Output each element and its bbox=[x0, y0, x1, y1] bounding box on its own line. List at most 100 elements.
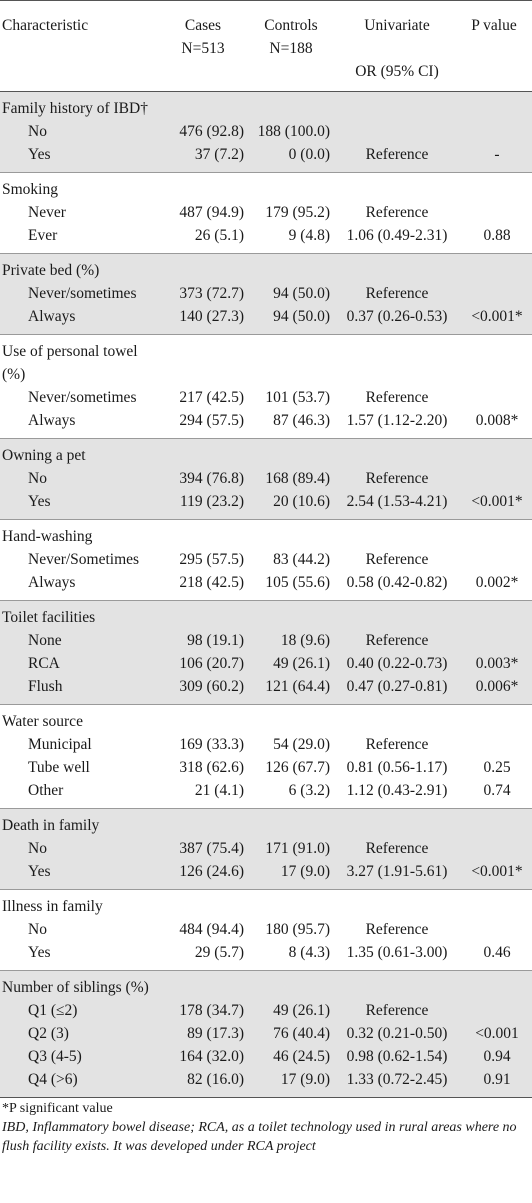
cases-cell: 295 (57.5) bbox=[179, 551, 244, 568]
cases-cell: 169 (33.3) bbox=[179, 736, 244, 753]
or-cell: 0.37 (0.26-0.53) bbox=[346, 308, 448, 325]
section-label: Family history of IBD† bbox=[2, 100, 148, 117]
controls-cell: 9 (4.8) bbox=[288, 227, 330, 244]
row-label: Ever bbox=[28, 227, 58, 244]
row-label: Flush bbox=[28, 678, 63, 695]
row-label: No bbox=[28, 470, 47, 487]
controls-cell: 18 (9.6) bbox=[280, 632, 330, 649]
section-label: Smoking bbox=[2, 181, 58, 198]
or-cell: Reference bbox=[365, 736, 429, 753]
section-header-row: Death in family bbox=[0, 809, 532, 838]
header-pvalue: P value bbox=[471, 17, 517, 34]
controls-cell: 17 (9.0) bbox=[280, 863, 330, 880]
table-row: No 394 (76.8) 168 (89.4) Reference bbox=[0, 467, 532, 490]
table-row: RCA 106 (20.7) 49 (26.1) 0.40 (0.22-0.73) 0.… bbox=[0, 652, 532, 675]
row-label: Always bbox=[28, 308, 76, 325]
pvalue-cell: 0.008* bbox=[475, 412, 519, 429]
row-label: Q2 (3) bbox=[28, 1025, 69, 1042]
or-cell: 0.32 (0.21-0.50) bbox=[346, 1025, 448, 1042]
controls-cell: 101 (53.7) bbox=[265, 389, 330, 406]
or-cell: Reference bbox=[365, 632, 429, 649]
table-section: Illness in family No 484 (94.4) 180 (95.7) R… bbox=[0, 889, 532, 971]
pvalue-cell: 0.002* bbox=[475, 574, 519, 591]
or-cell: Reference bbox=[365, 389, 429, 406]
row-label: No bbox=[28, 921, 47, 938]
row-label: Tube well bbox=[28, 759, 90, 776]
pvalue-cell bbox=[456, 120, 532, 143]
cases-cell: 21 (4.1) bbox=[194, 782, 244, 799]
or-cell: 0.98 (0.62-1.54) bbox=[346, 1048, 448, 1065]
pvalue-cell bbox=[456, 548, 532, 571]
cases-cell: 476 (92.8) bbox=[179, 123, 244, 140]
pvalue-cell bbox=[456, 467, 532, 490]
footnote-significance: *P significant value bbox=[2, 1101, 113, 1116]
table-row: Q4 (>6) 82 (16.0) 17 (9.0) 1.33 (0.72-2.45)… bbox=[0, 1068, 532, 1098]
or-cell: Reference bbox=[365, 204, 429, 221]
row-label: No bbox=[28, 123, 47, 140]
footnotes: *P significant value IBD, Inflammatory b… bbox=[0, 1099, 532, 1156]
table-row: Q3 (4-5) 164 (32.0) 46 (24.5) 0.98 (0.62-1.… bbox=[0, 1045, 532, 1068]
section-label: Water source bbox=[2, 713, 83, 730]
or-cell: Reference bbox=[365, 470, 429, 487]
cases-cell: 26 (5.1) bbox=[194, 227, 244, 244]
table-row: Ever 26 (5.1) 9 (4.8) 1.06 (0.49-2.31) 0.88 bbox=[0, 224, 532, 254]
cases-cell: 484 (94.4) bbox=[179, 921, 244, 938]
or-cell: 1.33 (0.72-2.45) bbox=[346, 1071, 448, 1088]
controls-cell: 17 (9.0) bbox=[280, 1071, 330, 1088]
pvalue-cell: - bbox=[494, 146, 500, 163]
cases-cell: 387 (75.4) bbox=[179, 840, 244, 857]
or-cell: 1.12 (0.43-2.91) bbox=[346, 782, 448, 799]
cases-cell: 82 (16.0) bbox=[187, 1071, 244, 1088]
table-row: Municipal 169 (33.3) 54 (29.0) Reference bbox=[0, 733, 532, 756]
table-section: Smoking Never 487 (94.9) 179 (95.2) Referenc… bbox=[0, 172, 532, 254]
table-row: Always 218 (42.5) 105 (55.6) 0.58 (0.42-0.8… bbox=[0, 571, 532, 601]
controls-cell: 121 (64.4) bbox=[265, 678, 330, 695]
cases-cell: 140 (27.3) bbox=[179, 308, 244, 325]
pvalue-cell: 0.74 bbox=[483, 782, 511, 799]
or-cell: 3.27 (1.91-5.61) bbox=[346, 863, 448, 880]
pvalue-cell bbox=[456, 918, 532, 941]
table-row: Always 140 (27.3) 94 (50.0) 0.37 (0.26-0.53… bbox=[0, 305, 532, 335]
cases-cell: 218 (42.5) bbox=[179, 574, 244, 591]
table-row: Other 21 (4.1) 6 (3.2) 1.12 (0.43-2.91) 0.74 bbox=[0, 779, 532, 809]
section-label: Toilet facilities bbox=[2, 609, 96, 626]
cases-cell: 318 (62.6) bbox=[179, 759, 244, 776]
table-section: Toilet facilities None 98 (19.1) 18 (9.6) Re… bbox=[0, 600, 532, 705]
section-header-row: Use of personal towel (%) bbox=[0, 335, 532, 387]
table-row: Flush 309 (60.2) 121 (64.4) 0.47 (0.27-0.81… bbox=[0, 675, 532, 705]
or-cell: Reference bbox=[365, 1002, 429, 1019]
row-label: Yes bbox=[28, 863, 51, 880]
controls-cell: 188 (100.0) bbox=[257, 123, 330, 140]
or-cell: 2.54 (1.53-4.21) bbox=[346, 493, 448, 510]
section-header-row: Family history of IBD† bbox=[0, 92, 532, 121]
row-label: Yes bbox=[28, 493, 51, 510]
pvalue-cell bbox=[456, 733, 532, 756]
controls-cell: 49 (26.1) bbox=[273, 1002, 330, 1019]
row-label: Q1 (≤2) bbox=[28, 1002, 78, 1019]
or-cell: Reference bbox=[365, 146, 429, 163]
header-characteristic: Characteristic bbox=[2, 17, 89, 34]
or-cell: 1.35 (0.61-3.00) bbox=[346, 944, 448, 961]
row-label: Q3 (4-5) bbox=[28, 1048, 82, 1065]
pvalue-cell: 0.88 bbox=[483, 227, 511, 244]
controls-cell: 168 (89.4) bbox=[265, 470, 330, 487]
controls-cell: 171 (91.0) bbox=[265, 840, 330, 857]
controls-cell: 180 (95.7) bbox=[265, 921, 330, 938]
section-header-row: Illness in family bbox=[0, 890, 532, 919]
table-row: Never/sometimes 373 (72.7) 94 (50.0) Refere… bbox=[0, 282, 532, 305]
or-cell: Reference bbox=[365, 551, 429, 568]
row-label: Yes bbox=[28, 146, 51, 163]
table-section: Hand-washing Never/Sometimes 295 (57.5) 83 … bbox=[0, 519, 532, 601]
section-label: Number of siblings (%) bbox=[2, 979, 149, 996]
table-row: Q1 (≤2) 178 (34.7) 49 (26.1) Reference bbox=[0, 999, 532, 1022]
row-label: Other bbox=[28, 782, 64, 799]
section-label: Death in family bbox=[2, 817, 100, 834]
controls-cell: 94 (50.0) bbox=[273, 285, 330, 302]
controls-cell: 54 (29.0) bbox=[273, 736, 330, 753]
or-cell: 1.57 (1.12-2.20) bbox=[346, 412, 448, 429]
controls-cell: 8 (4.3) bbox=[288, 944, 330, 961]
section-label: Private bed (%) bbox=[2, 262, 100, 279]
table-row: No 484 (94.4) 180 (95.7) Reference bbox=[0, 918, 532, 941]
row-label: Always bbox=[28, 412, 76, 429]
